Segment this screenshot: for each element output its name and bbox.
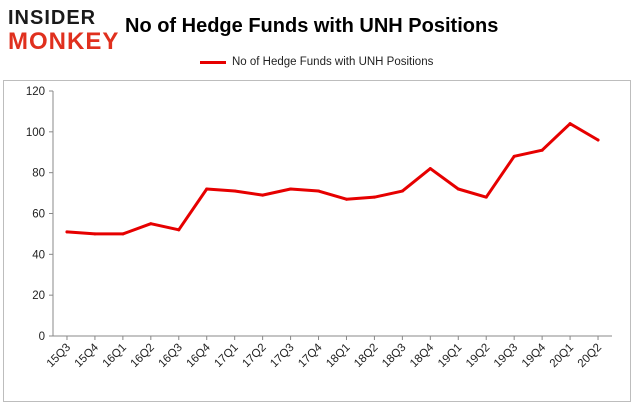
data-point (568, 122, 572, 126)
x-tick-label: 19Q3 (492, 342, 520, 370)
legend-label: No of Hedge Funds with UNH Positions (232, 56, 434, 68)
data-point (484, 195, 488, 199)
x-tick-label: 15Q3 (45, 342, 73, 370)
data-point (289, 187, 293, 191)
data-point (400, 189, 404, 193)
data-point (596, 138, 600, 142)
x-tick-label: 18Q4 (408, 341, 437, 370)
x-tick-label: 16Q2 (129, 342, 157, 370)
data-point (372, 195, 376, 199)
data-point (177, 228, 181, 232)
data-point (233, 189, 237, 193)
y-tick-label: 60 (32, 209, 45, 221)
data-point (512, 154, 516, 158)
x-tick-label: 15Q4 (73, 341, 102, 370)
y-tick-label: 80 (32, 168, 45, 180)
x-tick-label: 19Q4 (520, 341, 549, 370)
y-tick-label: 120 (26, 86, 45, 98)
x-tick-label: 20Q1 (548, 342, 576, 370)
data-point (456, 187, 460, 191)
data-point (428, 167, 432, 171)
x-tick-label: 18Q2 (352, 342, 380, 370)
x-tick-label: 16Q1 (101, 342, 129, 370)
logo-line-1: INSIDER (8, 7, 97, 29)
x-tick-label: 18Q3 (380, 342, 408, 370)
data-point (149, 222, 153, 226)
y-tick-label: 20 (32, 290, 45, 302)
chart-frame (3, 80, 631, 402)
data-point (205, 187, 209, 191)
data-point (317, 189, 321, 193)
x-tick-label: 17Q4 (296, 341, 325, 370)
data-point (121, 232, 125, 236)
legend-swatch (200, 60, 226, 64)
x-tick-label: 19Q1 (436, 342, 464, 370)
data-point (540, 148, 544, 152)
x-tick-label: 19Q2 (464, 342, 492, 370)
x-tick-label: 18Q1 (324, 342, 352, 370)
x-tick-label: 17Q3 (268, 342, 296, 370)
x-tick-label: 16Q3 (157, 342, 185, 370)
y-tick-label: 100 (26, 127, 45, 139)
data-point (93, 232, 97, 236)
data-point (65, 230, 69, 234)
y-tick-label: 0 (39, 331, 45, 343)
x-tick-label: 17Q2 (240, 342, 268, 370)
data-point (261, 193, 265, 197)
logo-line-2: MONKEY (8, 28, 120, 55)
x-tick-label: 20Q2 (576, 342, 604, 370)
x-tick-label: 17Q1 (212, 342, 240, 370)
chart-legend: No of Hedge Funds with UNH Positions (200, 56, 433, 68)
y-tick-label: 40 (32, 249, 45, 261)
chart-title: No of Hedge Funds with UNH Positions (125, 15, 499, 37)
insider-monkey-logo: INSIDER MONKEY (8, 7, 120, 55)
data-point (344, 197, 348, 201)
series-line (65, 122, 600, 236)
x-tick-label: 16Q4 (184, 341, 213, 370)
